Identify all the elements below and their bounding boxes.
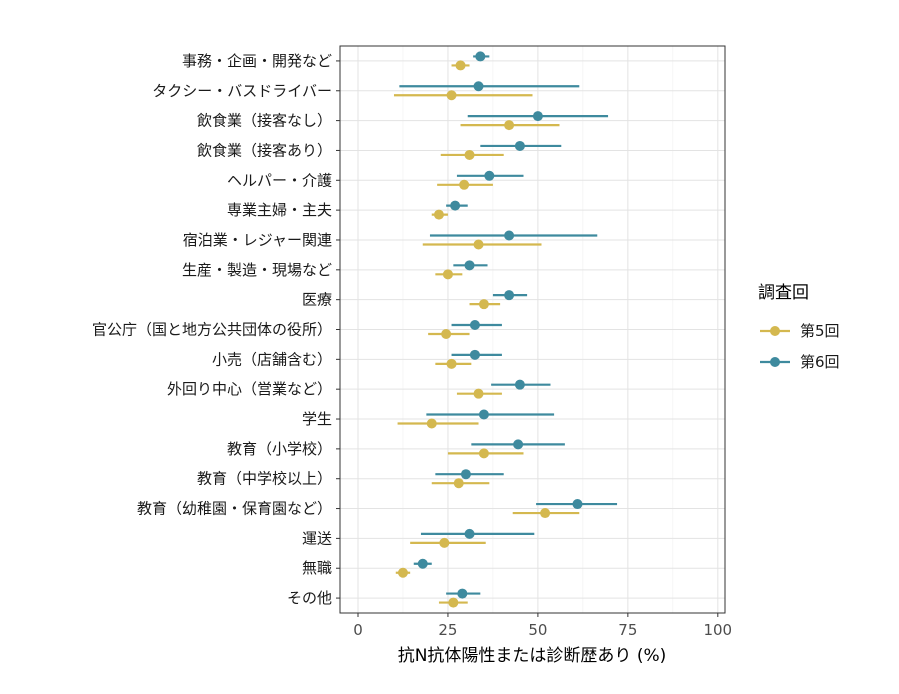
data-point — [426, 418, 437, 429]
y-tick-label: その他 — [287, 589, 332, 607]
y-tick-label: 官公庁（国と地方公共団体の役所） — [92, 321, 332, 339]
legend-label: 第6回 — [800, 353, 840, 371]
data-point — [484, 170, 495, 181]
y-tick-label: 飲食業（接客あり） — [197, 141, 332, 159]
y-tick-label: 運送 — [302, 529, 332, 547]
data-point — [453, 478, 464, 489]
x-tick-label: 75 — [618, 621, 637, 639]
y-tick-label: ヘルパー・介護 — [227, 171, 332, 189]
data-point — [442, 269, 453, 280]
x-axis: 0 25 50 75 100 — [353, 613, 732, 639]
y-tick-label: 教育（中学校以上） — [197, 470, 332, 488]
x-tick-label: 25 — [438, 621, 457, 639]
data-point — [469, 349, 480, 360]
y-tick-label: 飲食業（接客なし） — [197, 112, 332, 130]
legend-title: 調査回 — [758, 283, 809, 303]
data-point — [478, 299, 489, 310]
y-tick-label: 専業主婦・主夫 — [227, 201, 332, 219]
legend-key-point — [770, 357, 780, 367]
y-tick-label: タクシー・バスドライバー — [152, 82, 332, 100]
y-tick-label: 学生 — [302, 410, 332, 428]
data-point — [475, 51, 486, 62]
legend-item: 第5回 — [760, 322, 840, 340]
data-point — [478, 409, 489, 420]
data-point — [572, 499, 583, 510]
data-point — [513, 439, 524, 450]
data-point — [473, 388, 484, 399]
data-point — [469, 320, 480, 330]
data-point — [473, 239, 484, 250]
data-point — [450, 200, 461, 211]
data-point — [464, 528, 475, 539]
x-tick-label: 0 — [353, 621, 363, 639]
data-point — [439, 537, 450, 548]
y-tick-label: 教育（幼稚園・保育園など） — [137, 500, 332, 518]
legend-item: 第6回 — [760, 353, 840, 371]
y-tick-label: 教育（小学校） — [227, 440, 332, 458]
data-points — [397, 51, 583, 608]
x-tick-label: 100 — [703, 621, 732, 639]
data-point — [478, 448, 489, 459]
data-point — [514, 140, 525, 151]
data-point — [504, 230, 515, 241]
y-tick-label: 宿泊業・レジャー関連 — [183, 231, 332, 249]
data-point — [540, 508, 551, 519]
data-point — [473, 81, 484, 92]
data-point — [514, 379, 525, 390]
data-point — [457, 588, 468, 599]
data-point — [460, 469, 471, 480]
data-point — [446, 90, 457, 101]
y-tick-label: 医療 — [302, 291, 332, 309]
y-tick-label: 生産・製造・現場など — [182, 261, 332, 279]
data-point — [464, 260, 475, 271]
data-point — [433, 209, 444, 220]
data-point — [441, 329, 452, 339]
data-point — [504, 290, 515, 301]
data-point — [504, 120, 515, 131]
data-point — [459, 179, 470, 190]
data-point — [397, 567, 408, 578]
data-point — [448, 597, 459, 608]
data-point — [446, 358, 457, 369]
data-point — [532, 111, 543, 122]
legend-label: 第5回 — [800, 322, 840, 340]
legend-key-point — [770, 326, 780, 336]
y-tick-label: 小売（店舗含む） — [212, 350, 332, 368]
y-tick-label: 外回り中心（営業など） — [167, 380, 332, 398]
y-tick-label: 無職 — [302, 559, 332, 577]
x-tick-label: 50 — [528, 621, 547, 639]
grid-lines — [340, 46, 725, 613]
x-axis-title: 抗N抗体陽性または診断歴あり (%) — [398, 646, 667, 666]
data-point — [417, 558, 428, 569]
data-point — [455, 60, 466, 71]
data-point — [464, 149, 475, 160]
y-tick-label: 事務・企画・開発など — [182, 52, 332, 70]
